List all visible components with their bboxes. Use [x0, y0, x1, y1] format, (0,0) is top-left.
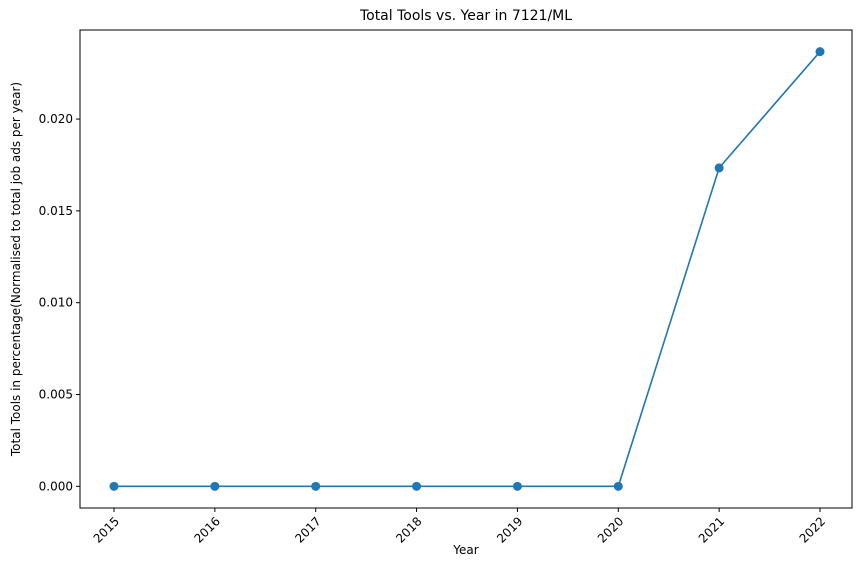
data-point: [714, 163, 724, 173]
chart-title: Total Tools vs. Year in 7121/ML: [359, 8, 572, 24]
data-point: [512, 481, 522, 491]
series-line: [114, 51, 821, 488]
y-tick-label: 0.010: [39, 296, 73, 310]
y-tick-label: 0.020: [39, 112, 73, 126]
plot-frame: [79, 29, 853, 509]
data-point: [210, 481, 220, 491]
data-point: [311, 481, 321, 491]
x-axis-label: Year: [452, 543, 478, 557]
y-tick-label: 0.005: [39, 388, 73, 402]
data-point: [412, 481, 422, 491]
y-tick-label: 0.000: [39, 479, 73, 493]
y-axis-label: Total Tools in percentage(Normalised to …: [9, 82, 23, 457]
y-tick-label: 0.015: [39, 204, 73, 218]
data-point: [815, 47, 825, 57]
data-point: [109, 481, 119, 491]
data-point: [613, 481, 623, 491]
